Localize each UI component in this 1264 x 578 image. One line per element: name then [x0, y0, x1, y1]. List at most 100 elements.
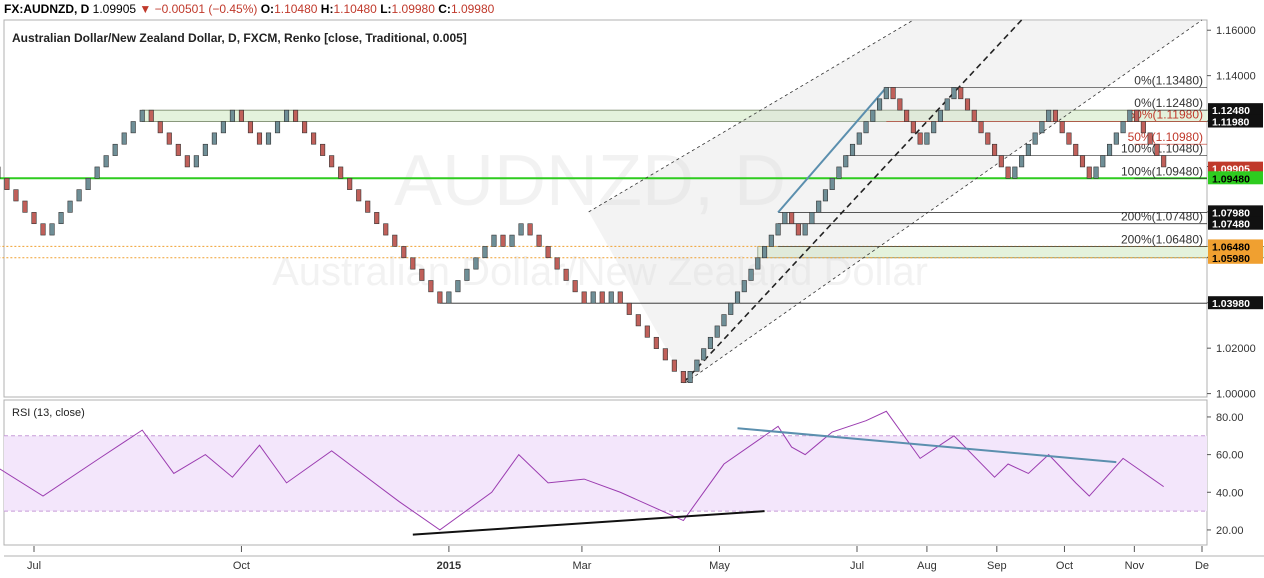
renko-brick	[599, 291, 605, 304]
renko-brick	[694, 359, 700, 372]
renko-brick	[590, 291, 596, 304]
renko-brick	[265, 132, 272, 145]
high-label: H:	[320, 2, 334, 16]
renko-brick	[1052, 109, 1058, 122]
renko-brick	[329, 155, 335, 168]
fib-level-label: 100%(1.09480)	[1121, 164, 1203, 178]
fib-level-label: 50%(1.11980)	[1129, 108, 1204, 122]
renko-brick	[229, 109, 235, 122]
x-tick-label: Nov	[1125, 560, 1145, 572]
renko-brick	[103, 155, 109, 168]
renko-brick	[836, 166, 842, 179]
renko-brick	[1039, 121, 1045, 134]
renko-brick	[1127, 109, 1133, 122]
rsi-band	[4, 435, 1207, 512]
renko-brick	[31, 212, 37, 225]
renko-brick	[707, 336, 713, 349]
renko-brick	[13, 189, 19, 202]
renko-brick	[1113, 132, 1119, 145]
trend-line	[682, 19, 1023, 384]
symbol-header: FX:AUDNZD, D 1.09905 ▼ −0.00501 (−0.45%)…	[0, 0, 495, 18]
renko-brick	[94, 166, 100, 179]
renko-brick	[139, 109, 145, 122]
renko-brick	[728, 302, 734, 315]
rsi-trend-line	[412, 510, 765, 536]
renko-brick	[671, 359, 677, 372]
renko-brick	[910, 121, 916, 134]
renko-brick	[890, 87, 896, 100]
renko-brick	[829, 177, 835, 190]
price-label: 1.12480	[1212, 105, 1250, 117]
y-tick-label: 1.16000	[1216, 25, 1256, 37]
renko-brick	[795, 223, 801, 236]
renko-brick	[482, 246, 488, 259]
renko-brick	[130, 121, 136, 134]
renko-brick	[581, 291, 587, 304]
renko-brick	[1147, 132, 1153, 145]
renko-brick	[768, 234, 774, 247]
renko-brick	[1025, 143, 1031, 156]
price-label: 1.05980	[1212, 253, 1250, 265]
chart-title: Australian Dollar/New Zealand Dollar, D,…	[12, 31, 467, 45]
renko-brick	[978, 121, 984, 134]
price-label-box	[1208, 103, 1263, 117]
renko-brick	[563, 268, 569, 281]
renko-brick	[1100, 155, 1106, 168]
renko-brick	[998, 155, 1004, 168]
symbol: FX:AUDNZD, D	[4, 2, 90, 16]
fib-level-label: 0%(1.13480)	[1134, 73, 1203, 87]
renko-brick	[22, 200, 28, 213]
renko-brick	[904, 109, 910, 122]
renko-brick	[338, 166, 344, 179]
fib-level-label: 100%(1.10480)	[1121, 142, 1203, 156]
low-label: L:	[380, 2, 392, 16]
renko-brick	[4, 177, 10, 190]
renko-brick	[951, 87, 957, 100]
high-value: 1.10480	[333, 2, 377, 16]
last-price: 1.09905	[92, 2, 137, 16]
fib-level-label: 200%(1.07480)	[1121, 210, 1203, 224]
renko-brick	[937, 109, 943, 122]
x-tick-label: Sep	[987, 560, 1007, 572]
renko-brick	[863, 121, 869, 134]
renko-brick	[238, 109, 244, 122]
price-label-box	[1208, 250, 1263, 264]
price-label: 1.07480	[1212, 219, 1250, 231]
trend-line	[588, 19, 914, 213]
renko-brick	[721, 314, 727, 327]
price-label-box	[1208, 239, 1263, 253]
renko-brick	[274, 121, 281, 134]
renko-brick	[536, 234, 542, 247]
price-label-box	[1208, 296, 1263, 310]
x-tick-label: 2015	[437, 560, 461, 572]
renko-brick	[473, 257, 479, 270]
renko-brick	[917, 132, 923, 145]
renko-brick	[1107, 143, 1113, 156]
renko-brick	[958, 87, 964, 100]
x-tick-label: May	[709, 560, 730, 572]
renko-brick	[782, 212, 788, 225]
renko-brick	[816, 200, 822, 213]
renko-brick	[392, 234, 398, 247]
watermark-symbol: AUDNZD, D	[394, 141, 786, 221]
renko-brick	[653, 336, 659, 349]
fib-level-label: 0%(1.12480)	[1134, 96, 1203, 110]
y-tick-label: 1.00000	[1216, 389, 1256, 401]
price-label-box	[1208, 205, 1263, 219]
renko-brick	[856, 132, 862, 145]
price-label: 1.11980	[1212, 117, 1250, 129]
renko-brick	[148, 109, 154, 122]
price-label-box	[1208, 216, 1263, 230]
renko-brick	[741, 280, 747, 293]
renko-brick	[1120, 121, 1126, 134]
price-label-box	[1208, 114, 1263, 128]
renko-brick	[701, 348, 707, 361]
renko-brick	[311, 132, 317, 145]
renko-brick	[500, 234, 506, 247]
renko-brick	[365, 200, 371, 213]
renko-brick	[762, 246, 768, 259]
x-tick-label: Jul	[27, 560, 41, 572]
renko-brick	[347, 177, 353, 190]
renko-brick	[112, 143, 118, 156]
